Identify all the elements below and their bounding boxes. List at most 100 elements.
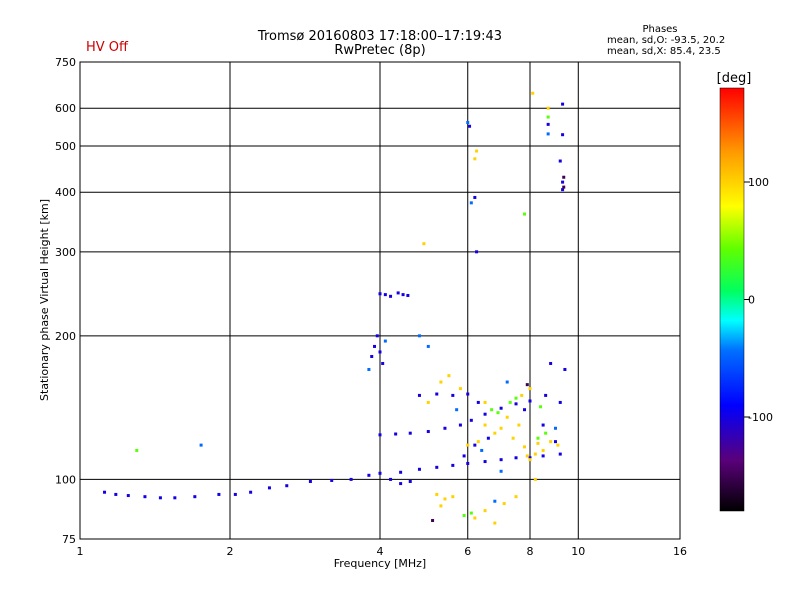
echo-point [528,458,532,462]
echo-point [103,490,107,494]
echo-point [528,456,532,460]
echo-point [558,452,562,456]
x-tick-label: 16 [673,545,687,558]
echo-point [525,383,529,387]
echo-point [533,477,537,481]
y-tick-label: 300 [55,246,76,259]
echo-point [378,350,382,354]
echo-point [422,242,426,246]
echo-point [308,479,312,483]
echo-point [541,454,545,458]
echo-point [523,445,527,449]
x-tick-label: 2 [227,545,234,558]
echo-point [483,423,487,427]
echo-point [511,436,515,440]
echo-point [458,387,462,391]
echo-point [553,440,557,444]
echo-point [469,201,473,205]
echo-point [143,495,147,499]
echo-point [443,497,447,501]
echo-point [499,469,503,473]
echo-point [475,149,479,153]
echo-point [378,471,382,475]
echo-point [556,443,560,447]
echo-point [483,400,487,404]
echo-point [520,393,524,397]
y-tick-label: 500 [55,140,76,153]
echo-point [561,180,565,184]
echo-point [451,393,455,397]
echo-point [546,115,550,119]
echo-point [562,185,566,189]
echo-point [451,495,455,499]
echo-point [408,431,412,435]
echo-point [514,402,518,406]
colorbar [719,87,745,512]
echo-point [546,106,550,110]
echo-point [399,482,403,486]
echo-point [541,448,545,452]
colorbar-label: [deg] [717,71,752,86]
echo-point [462,514,466,518]
echo-point [408,479,412,483]
y-tick-label: 600 [55,102,76,115]
echo-point [383,293,387,297]
echo-point [541,423,545,427]
chart-title: Tromsø 20160803 17:18:00–17:19:43 [257,29,502,44]
echo-point [563,367,567,371]
echo-point [561,133,565,137]
echo-point [523,408,527,412]
echo-point [367,367,371,371]
echo-point [475,250,479,254]
echo-point [499,426,503,430]
echo-point [549,440,553,444]
echo-point [536,441,540,445]
echo-point [426,400,430,404]
echo-point [480,448,484,452]
echo-point [473,443,477,447]
echo-point [217,492,221,496]
echo-point [473,157,477,161]
echo-point [483,412,487,416]
echo-point [466,392,470,396]
echo-point [469,511,473,515]
y-tick-label: 100 [55,473,76,486]
echo-point [447,374,451,378]
echo-point [468,124,472,128]
echo-point [417,334,421,338]
echo-point [458,423,462,427]
echo-point [417,467,421,471]
phase-stats-o: mean, sd,O: -93.5, 20.2 [607,35,725,46]
echo-point [435,492,439,496]
echo-point [349,477,353,481]
echo-point [373,344,377,348]
echo-point [466,443,470,447]
echo-point [435,392,439,396]
colorbar-tick-label: -100 [748,411,773,424]
echo-point [114,492,118,496]
echo-point [199,443,203,447]
echo-point [375,334,379,338]
echo-point [544,431,548,435]
echo-point [549,361,553,365]
echo-point [378,433,382,437]
echo-point [370,354,374,358]
echo-point [514,495,518,499]
echo-point [514,456,518,460]
echo-point [389,294,393,298]
echo-point [514,396,518,400]
echo-point [499,406,503,410]
echo-point [476,440,480,444]
echo-point [378,292,382,296]
echo-point [546,132,550,136]
x-tick-label: 10 [571,545,585,558]
echo-point [455,408,459,412]
chart-subtitle: RwPretec (8p) [334,43,425,58]
echo-point [508,400,512,404]
echo-point [439,380,443,384]
y-tick-label: 200 [55,330,76,343]
echo-point [493,431,497,435]
echo-point [389,477,393,481]
phase-stats-x: mean, sd,X: 85.4, 23.5 [607,46,721,57]
